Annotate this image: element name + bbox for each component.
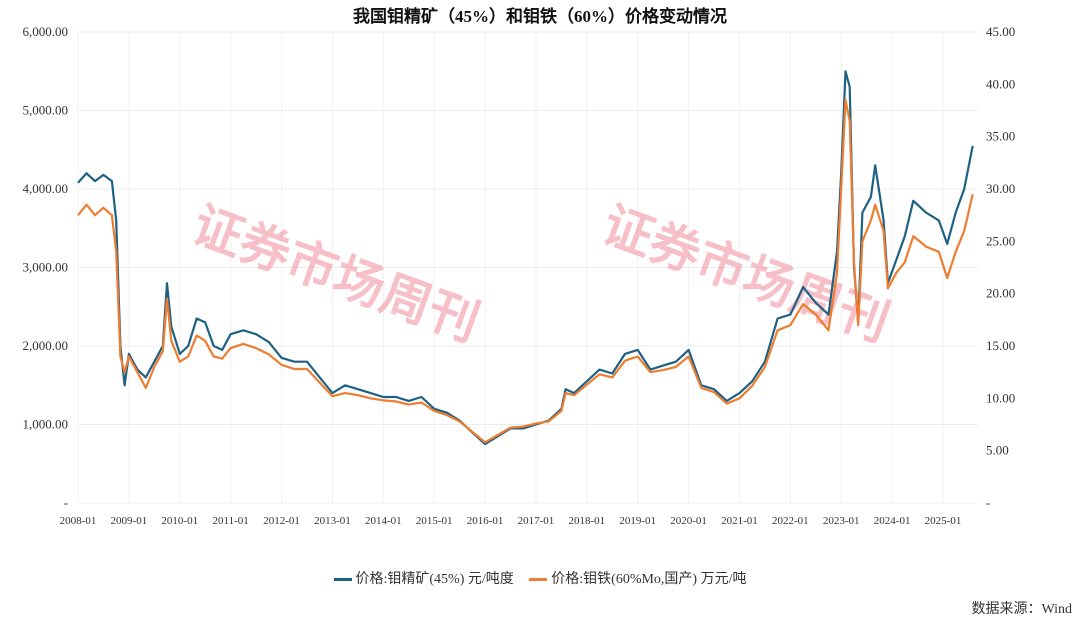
y-right-tick-label: 20.00 — [986, 286, 1015, 301]
y-right-tick-label: 35.00 — [986, 129, 1015, 144]
chart-title: 我国钼精矿（45%）和钼铁（60%）价格变动情况 — [353, 7, 727, 26]
x-tick-label: 2024-01 — [874, 515, 911, 527]
y-left-tick-label: 4,000.00 — [23, 181, 69, 196]
legend-label-ferro: 价格:钼铁(60%Mo,国产) 万元/吨 — [551, 572, 747, 587]
x-tick-label: 2012-01 — [263, 515, 300, 527]
series-line-ferro — [77, 98, 974, 444]
y-right-tick-label: 25.00 — [986, 233, 1015, 248]
x-tick-label: 2008-01 — [60, 515, 97, 527]
x-tick-label: 2020-01 — [670, 515, 707, 527]
grid — [77, 31, 978, 504]
x-tick-label: 2023-01 — [823, 515, 860, 527]
x-tick-label: 2016-01 — [467, 515, 504, 527]
y-left-tick-label: - — [64, 495, 68, 510]
legend-label-ore: 价格:钼精矿(45%) 元/吨度 — [355, 572, 514, 587]
x-tick-label: 2010-01 — [161, 515, 198, 527]
legend-item-ferro: 价格:钼铁(60%Mo,国产) 万元/吨 — [529, 572, 746, 587]
y-left-tick-label: 1,000.00 — [23, 417, 69, 432]
y-right-tick-label: 5.00 — [986, 443, 1009, 458]
x-tick-label: 2021-01 — [721, 515, 758, 527]
x-tick-label: 2019-01 — [619, 515, 656, 527]
y-left-tick-label: 5,000.00 — [23, 103, 69, 118]
y-right-tick-label: 15.00 — [986, 338, 1015, 353]
y-right-tick-label: 30.00 — [986, 181, 1015, 196]
legend-item-ore: 价格:钼精矿(45%) 元/吨度 — [333, 572, 514, 587]
y-left-tick-label: 6,000.00 — [23, 24, 69, 39]
x-tick-label: 2011-01 — [213, 515, 249, 527]
y-right-tick-label: 10.00 — [986, 390, 1015, 405]
x-tick-label: 2009-01 — [111, 515, 148, 527]
watermark: 证券市场周刊 — [595, 196, 896, 351]
x-tick-label: 2018-01 — [568, 515, 605, 527]
x-tick-label: 2025-01 — [925, 515, 962, 527]
y-right-tick-label: 45.00 — [986, 24, 1015, 39]
x-tick-label: 2022-01 — [772, 515, 809, 527]
x-tick-label: 2013-01 — [314, 515, 351, 527]
legend-swatch-ore — [333, 578, 352, 582]
legend: 价格:钼精矿(45%) 元/吨度 价格:钼铁(60%Mo,国产) 万元/吨 — [0, 568, 1080, 588]
y-left-tick-label: 3,000.00 — [23, 260, 69, 275]
y-left-tick-label: 2,000.00 — [23, 338, 69, 353]
x-tick-label: 2017-01 — [518, 515, 555, 527]
x-tick-label: 2015-01 — [416, 515, 453, 527]
legend-swatch-ferro — [529, 578, 548, 582]
watermarks: 证券市场周刊 证券市场周刊 — [185, 196, 896, 351]
x-tick-label: 2014-01 — [365, 515, 402, 527]
source-note: 数据来源：Wind — [971, 602, 1072, 617]
series-lines — [77, 70, 974, 446]
y-right-tick-label: 40.00 — [986, 76, 1015, 91]
y-right-tick-label: - — [986, 495, 990, 510]
axes: - 1,000.00 2,000.00 3,000.00 4,000.00 5,000.0… — [23, 24, 1016, 527]
